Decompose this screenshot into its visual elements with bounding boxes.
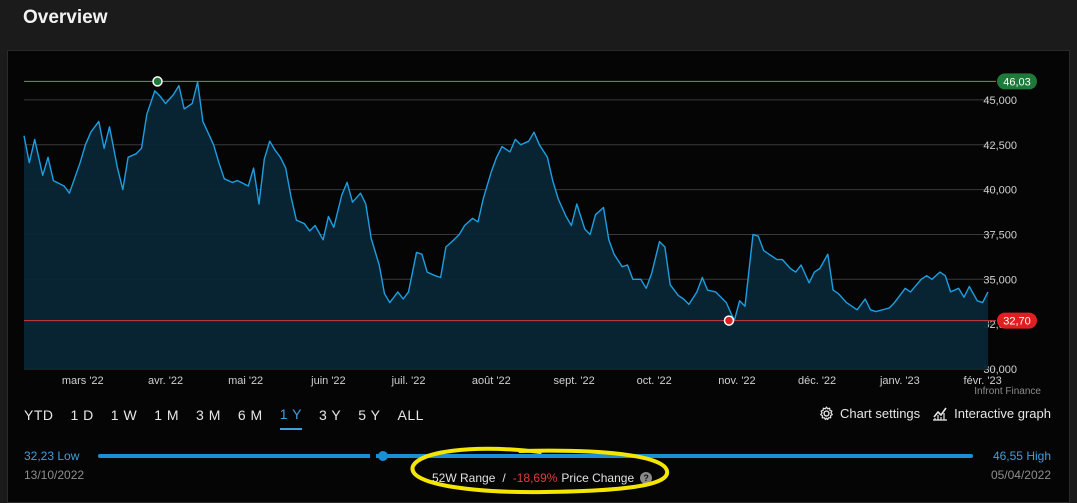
price-chart[interactable]: 30,00032,50035,00037,50040,00042,50045,0… [0,0,1077,400]
period-tab-ytd[interactable]: YTD [24,407,54,423]
x-tick-label: avr. '22 [148,375,183,387]
range-low-value: 32,23 Low [24,449,80,463]
period-tab-1d[interactable]: 1 D [70,407,94,423]
x-tick-label: oct. '22 [637,375,672,387]
x-tick-label: juin '22 [310,375,346,387]
x-tick-label: févr. '23 [964,375,1002,387]
period-tab-3m[interactable]: 3 M [196,407,221,423]
high-value-label: 46,03 [1003,76,1031,88]
range-caption: 52W Range / -18,69% Price Change ? [432,471,653,485]
low-point-marker [723,315,735,326]
period-tab-3y[interactable]: 3 Y [318,407,342,423]
x-tick-label: janv. '23 [879,375,920,387]
price-change-label: Price Change [561,471,635,485]
x-tick-label: mai '22 [228,375,263,387]
period-tab-1w[interactable]: 1 W [110,407,138,423]
price-area [24,82,988,369]
chart-line-icon [933,407,948,421]
range-high-value: 46,55 High [992,449,1051,463]
y-tick-label: 30,000 [983,364,1017,376]
chart-tools: Chart settings Interactive graph [807,406,1051,421]
high-point-marker [152,76,163,87]
x-tick-label: nov. '22 [718,375,755,387]
data-source: Infront Finance [974,386,1041,397]
gear-icon [820,406,833,421]
page-title: Overview [23,7,108,28]
low-value-label: 32,70 [1003,316,1031,328]
chart-settings-button[interactable]: Chart settings [819,406,920,421]
range-separator: / [502,471,506,485]
period-tab-1y[interactable]: 1 Y [279,406,302,430]
period-tab-6m[interactable]: 6 M [237,407,263,423]
range-bar-gap [370,453,377,459]
x-tick-label: mars '22 [62,375,104,387]
period-selector: YTD 1 D 1 W 1 M 3 M 6 M 1 Y 3 Y 5 Y ALL [24,406,441,430]
range-bar [98,454,973,458]
range-label: 52W Range [432,471,496,485]
y-tick-label: 37,500 [983,229,1017,241]
period-tab-5y[interactable]: 5 Y [358,407,381,423]
price-line [23,81,989,322]
x-tick-label: sept. '22 [553,375,594,387]
x-tick-label: août '22 [472,375,511,387]
range-current-marker [378,451,389,461]
range-low-date: 13/10/2022 [24,468,85,482]
low-value-badge [997,312,1037,329]
price-change-value: -18,69% [512,471,558,485]
high-value-badge [997,73,1037,90]
x-tick-label: déc. '22 [798,375,836,387]
period-tab-all[interactable]: ALL [397,407,424,423]
interactive-graph-label: Interactive graph [954,406,1051,421]
range-high-date: 05/04/2022 [990,468,1051,482]
y-tick-label: 42,500 [983,140,1017,152]
y-tick-label: 45,000 [983,95,1017,107]
interactive-graph-button[interactable]: Interactive graph [932,406,1051,421]
y-tick-label: 35,000 [983,274,1017,286]
chart-settings-label: Chart settings [839,406,921,421]
x-tick-label: juil. '22 [391,375,426,387]
y-tick-label: 40,000 [983,185,1017,197]
question-icon[interactable]: ? [640,472,653,484]
period-tab-1m[interactable]: 1 M [154,407,180,423]
